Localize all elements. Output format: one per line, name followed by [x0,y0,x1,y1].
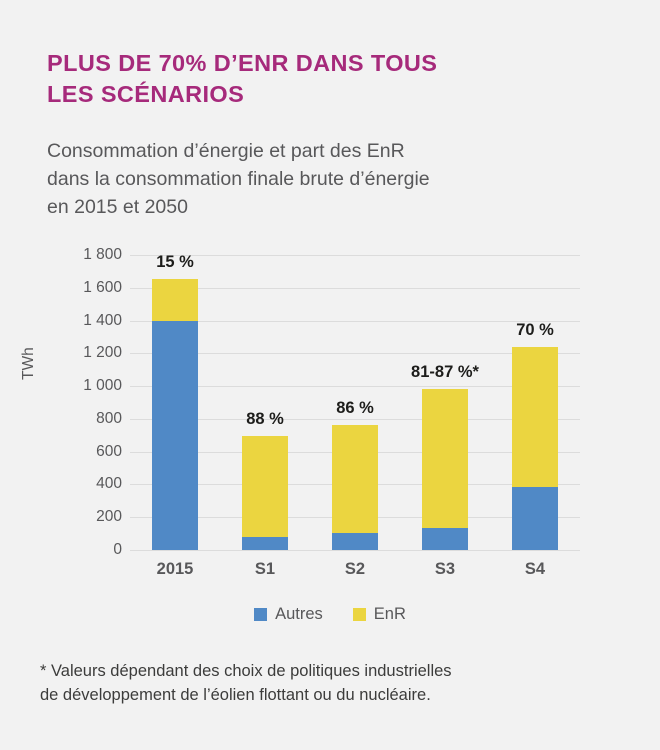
bar-segment-enr[interactable] [152,278,198,321]
bar-segment-autres[interactable] [422,527,468,550]
y-axis-tick: 400 [96,475,122,493]
bar-group[interactable] [512,346,558,550]
bar-group[interactable] [332,425,378,550]
y-axis-tick: 200 [96,508,122,526]
bar-group[interactable] [422,388,468,550]
bar-value-label: 86 % [336,399,374,418]
gridline [130,287,580,289]
bar-segment-enr[interactable] [512,346,558,487]
page-title: Plus de 70% d’EnR dans tous les scénario… [47,50,438,108]
y-axis-tick: 1 800 [83,246,122,263]
y-axis-title: TWh [20,347,37,380]
gridline [130,320,580,322]
x-axis-tick-labels: 2015 S1 S2 S3 S4 [130,560,580,586]
y-axis-tick: 1 400 [83,311,122,329]
gridline [130,550,580,551]
gridline [130,386,580,388]
bar-segment-enr[interactable] [422,388,468,528]
y-axis-tick: 600 [96,442,122,460]
y-axis-tick: 1 200 [83,344,122,362]
gridline [130,353,580,355]
bar-segment-autres[interactable] [512,486,558,550]
bar-value-label: 70 % [516,320,554,339]
legend-item[interactable]: EnR [352,605,406,624]
bar-value-label: 88 % [246,410,284,429]
legend-item[interactable]: Autres [254,605,323,624]
x-axis-tick: S4 [524,560,546,578]
chart-legend: Autres EnR [0,605,660,624]
y-axis-tick: 1 600 [83,278,122,296]
bar-segment-autres[interactable] [242,536,288,550]
bar-group[interactable] [242,436,288,550]
legend-swatch-icon [352,608,366,621]
legend-label: EnR [373,605,406,623]
gridline [130,255,580,256]
bar-segment-enr[interactable] [332,425,378,533]
plot-area: 15 % 88 % 86 % 81-87 %* 70 % [130,252,580,551]
bar-segment-autres[interactable] [152,320,198,550]
legend-label: Autres [275,605,323,623]
bar-value-label: 15 % [156,252,194,271]
bar-segment-autres[interactable] [332,532,378,550]
x-axis-tick: 2015 [156,560,194,578]
y-axis-tick: 0 [113,541,122,558]
bar-value-label: 81-87 %* [411,362,479,381]
x-axis-tick: S3 [434,560,456,578]
y-axis-tick: 1 000 [83,377,122,395]
x-axis-tick: S1 [254,560,276,578]
legend-swatch-icon [254,608,268,621]
chart-footnote: * Valeurs dépendant des choix de politiq… [40,662,452,704]
gridline [130,418,580,420]
chart-subtitle: Consommation d’énergie et part des EnR d… [47,140,430,218]
bar-segment-enr[interactable] [242,436,288,537]
bar-group[interactable] [152,278,198,550]
x-axis-tick: S2 [344,560,366,578]
y-axis-tick-labels: 0 200 400 600 800 1 000 1 200 1 400 1 600 1 800 [46,246,122,558]
y-axis-tick: 800 [96,409,122,427]
